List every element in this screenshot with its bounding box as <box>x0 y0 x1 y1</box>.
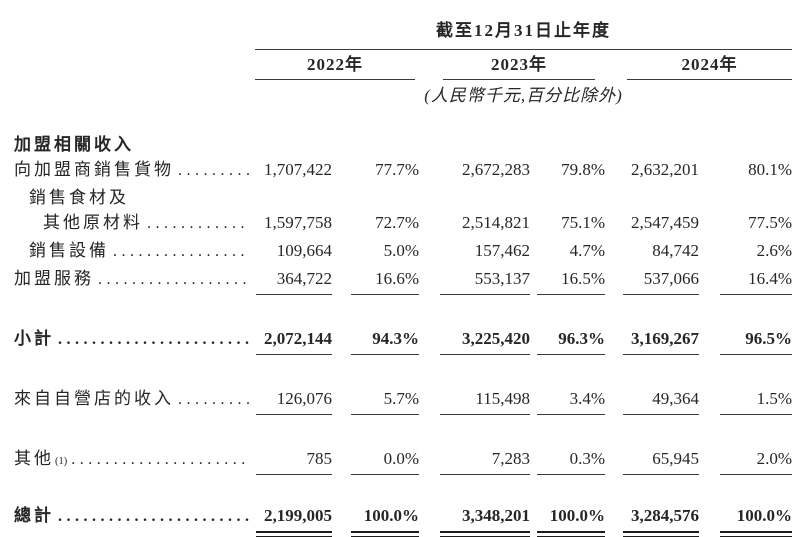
pct-2023: 96.3% <box>530 326 605 355</box>
pct-2023: 0.3% <box>530 446 605 475</box>
year-header-row: 2022年 2023年 2024年 <box>14 53 805 80</box>
total-row: 總計 2,199,005 100.0% 3,348,201 100.0% 3,2… <box>14 503 805 537</box>
pct-2023: 16.5% <box>530 266 605 295</box>
row-label-cell: 總計 <box>14 503 255 529</box>
amount-2022: 1,707,422 <box>264 160 332 179</box>
row-label: 來自自營店的收入 <box>14 389 174 408</box>
amount-2024: 3,284,576 <box>605 503 699 537</box>
pct-2022: 77.7% <box>375 160 419 179</box>
footnote-marker: (1) <box>55 456 68 467</box>
row-label: 總計 <box>14 506 54 525</box>
dot-leader <box>178 157 249 183</box>
year-label: 2023年 <box>443 53 595 80</box>
row-label-cell: 加盟服務 <box>14 266 255 292</box>
row-label-cell: 向加盟商銷售貨物 <box>14 157 255 183</box>
row-label-cell: 其他 (1) <box>14 446 255 474</box>
amount-2022: 1,597,758 <box>264 213 332 232</box>
amount-2024: 537,066 <box>605 266 699 295</box>
table-row: 其他 (1) 785 0.0% 7,283 0.3% 65,945 2.0% <box>14 446 805 475</box>
pct-2023: 79.8% <box>561 160 605 179</box>
pct-2022: 100.0% <box>332 503 419 537</box>
table-row: 其他原材料 1,597,758 72.7% 2,514,821 75.1% 2,… <box>14 210 805 238</box>
pct-2023: 75.1% <box>561 213 605 232</box>
pct-2024: 100.0% <box>699 503 792 537</box>
pct-2024: 96.5% <box>699 326 792 355</box>
pct-2022: 94.3% <box>332 326 419 355</box>
pct-2023: 3.4% <box>530 386 605 415</box>
table-row: 銷售設備 109,664 5.0% 157,462 4.7% 84,742 2.… <box>14 238 805 266</box>
amount-2022: 785 <box>255 446 332 475</box>
dot-leader <box>71 446 249 472</box>
pct-2022: 16.6% <box>332 266 419 295</box>
header-top-rule <box>255 49 792 50</box>
dot-leader <box>147 210 249 236</box>
unit-note: (人民幣千元,百分比除外) <box>424 86 623 105</box>
pct-2024: 1.5% <box>699 386 792 415</box>
pct-2022: 5.0% <box>383 241 419 260</box>
pct-2024: 77.5% <box>748 213 792 232</box>
amount-2023: 3,225,420 <box>419 326 530 355</box>
pct-2024: 16.4% <box>699 266 792 295</box>
row-label: 加盟相關收入 <box>14 135 134 154</box>
amount-2024: 49,364 <box>605 386 699 415</box>
amount-2022: 126,076 <box>255 386 332 415</box>
pct-2023: 4.7% <box>569 241 605 260</box>
amount-2022: 364,722 <box>255 266 332 295</box>
dot-leader <box>58 503 249 529</box>
year-column-2023: 2023年 <box>419 53 605 80</box>
section-header-row: 加盟相關收入 <box>14 132 805 157</box>
pct-2022: 5.7% <box>332 386 419 415</box>
period-header: 截至12月31日止年度 <box>436 21 611 40</box>
row-label-cell: 加盟相關收入 <box>14 132 255 157</box>
amount-2024: 3,169,267 <box>605 326 699 355</box>
row-label: 向加盟商銷售貨物 <box>14 160 174 179</box>
year-label: 2022年 <box>255 53 415 80</box>
amount-2023: 7,283 <box>419 446 530 475</box>
row-label: 銷售食材及 <box>29 188 129 207</box>
amount-2023: 2,672,283 <box>462 160 530 179</box>
dot-leader <box>98 266 249 292</box>
row-label-cell: 其他原材料 <box>14 210 255 236</box>
row-label-cell: 來自自營店的收入 <box>14 386 255 412</box>
year-header-spacer <box>14 53 255 80</box>
dot-leader <box>58 326 249 352</box>
table-row: 來自自營店的收入 126,076 5.7% 115,498 3.4% 49,36… <box>14 386 805 415</box>
table-row-continuation: 銷售食材及 <box>14 185 805 210</box>
amount-2023: 2,514,821 <box>462 213 530 232</box>
row-label: 加盟服務 <box>14 269 94 288</box>
amount-2022: 2,199,005 <box>255 503 332 537</box>
row-label-cell: 銷售食材及 <box>14 185 255 210</box>
subtotal-row: 小計 2,072,144 94.3% 3,225,420 96.3% 3,169… <box>14 326 805 355</box>
pct-2022: 72.7% <box>375 213 419 232</box>
amount-2022: 2,072,144 <box>255 326 332 355</box>
pct-2024: 2.0% <box>699 446 792 475</box>
amount-2024: 84,742 <box>652 241 699 260</box>
dot-leader <box>113 238 249 264</box>
year-label: 2024年 <box>627 53 792 80</box>
row-label: 其他原材料 <box>43 213 143 232</box>
table-row: 向加盟商銷售貨物 1,707,422 77.7% 2,672,283 79.8%… <box>14 157 805 185</box>
amount-2023: 115,498 <box>419 386 530 415</box>
table-row: 加盟服務 364,722 16.6% 553,137 16.5% 537,066… <box>14 266 805 295</box>
row-label-cell: 小計 <box>14 326 255 352</box>
amount-2023: 553,137 <box>419 266 530 295</box>
amount-2024: 2,632,201 <box>631 160 699 179</box>
amount-2023: 157,462 <box>474 241 530 260</box>
amount-2024: 65,945 <box>605 446 699 475</box>
amount-2022: 109,664 <box>276 241 332 260</box>
row-label: 小計 <box>14 329 54 348</box>
year-column-2024: 2024年 <box>605 53 792 80</box>
pct-2022: 0.0% <box>332 446 419 475</box>
row-label-cell: 銷售設備 <box>14 238 255 264</box>
dot-leader <box>178 386 249 412</box>
row-label: 其他 <box>14 449 54 468</box>
amount-2023: 3,348,201 <box>419 503 530 537</box>
year-column-2022: 2022年 <box>255 53 419 80</box>
row-label: 銷售設備 <box>29 241 109 260</box>
pct-2023: 100.0% <box>530 503 605 537</box>
amount-2024: 2,547,459 <box>631 213 699 232</box>
pct-2024: 2.6% <box>756 241 792 260</box>
pct-2024: 80.1% <box>748 160 792 179</box>
